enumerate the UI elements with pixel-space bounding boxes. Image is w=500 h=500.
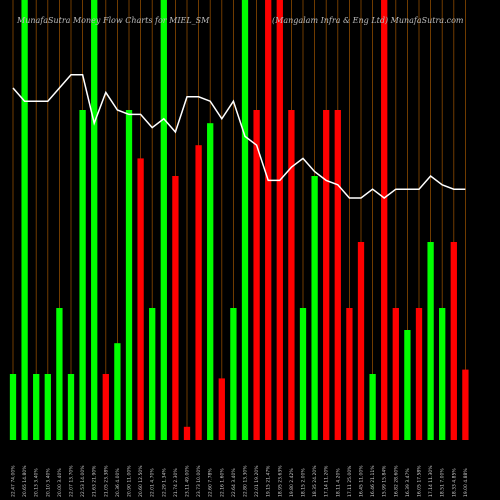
bar-red xyxy=(450,242,457,440)
bar-red xyxy=(346,308,353,440)
bar-red xyxy=(276,0,283,440)
bar-red xyxy=(357,242,365,440)
bar-green xyxy=(91,0,98,440)
bar-green xyxy=(207,123,214,440)
bar-red xyxy=(323,110,330,440)
bar-red xyxy=(218,378,225,440)
x-tick-label: 23.11 49.00% xyxy=(185,465,191,497)
bar-red xyxy=(102,374,109,440)
x-tick-label: 22.07 13.70% xyxy=(69,465,75,497)
bar-red xyxy=(392,308,399,440)
x-tick-label: 16.82 28.60% xyxy=(393,465,399,497)
bar-red xyxy=(381,0,388,440)
x-tick-label: 17.11 25.00% xyxy=(347,465,353,497)
x-tick-label: 22.60 7.78% xyxy=(208,468,214,497)
x-tick-label: 22.47 74.00% xyxy=(11,465,17,497)
x-tick-label: 22.53 14.00% xyxy=(80,465,86,497)
bar-red xyxy=(253,110,260,440)
bar-green xyxy=(67,374,75,440)
bar-red xyxy=(183,426,191,440)
x-tick-label: 22.16 1.60% xyxy=(219,468,225,497)
bar-green xyxy=(79,110,86,440)
x-tick-label: 18.11 4.20% xyxy=(335,468,341,497)
bar-green xyxy=(21,0,28,440)
bar-green xyxy=(9,374,17,440)
bar-green xyxy=(56,308,63,440)
x-tick-label: 21.63 21.90% xyxy=(92,465,98,497)
x-tick-label: 23.73 10.00% xyxy=(196,465,202,497)
x-tick-label: 18.35 24.20% xyxy=(312,465,318,497)
bar-green xyxy=(149,308,156,440)
bar-green xyxy=(427,242,434,440)
bar-green xyxy=(33,374,40,440)
x-tick-label: 20.10 3.40% xyxy=(45,468,51,497)
bar-green xyxy=(44,374,51,440)
x-tick-label: 19.15 21.47% xyxy=(266,465,272,497)
bar-green xyxy=(404,330,411,440)
bar-red xyxy=(462,369,469,440)
x-tick-label: 20.36 4.00% xyxy=(115,468,121,497)
x-tick-label: 16.39 3.47% xyxy=(405,468,411,497)
bar-series xyxy=(9,0,469,440)
bar-red xyxy=(265,0,272,440)
bar-green xyxy=(439,308,446,440)
x-tick-label: 19.00 4.88% xyxy=(463,468,469,497)
x-tick-label: 16.05 17.58% xyxy=(417,465,423,497)
x-tick-label: 22.01 19.20% xyxy=(254,465,260,497)
bar-green xyxy=(299,308,307,440)
bar-green xyxy=(230,308,237,440)
bar-green xyxy=(160,0,167,440)
x-tick-label: 16.45 11.00% xyxy=(359,465,365,497)
bar-red xyxy=(172,176,179,440)
x-tick-label: 21.05 23.38% xyxy=(103,465,109,497)
x-tick-label: 20.00 3.40% xyxy=(57,468,63,497)
bar-red xyxy=(195,145,202,440)
bar-green xyxy=(241,0,249,440)
x-tick-label: 22.64 3.40% xyxy=(231,468,237,497)
x-tick-label: 16.46 21.11% xyxy=(370,465,376,497)
bar-green xyxy=(369,374,376,440)
bar-green xyxy=(311,176,318,440)
x-tick-label: 18.95 23.63% xyxy=(277,465,283,497)
x-tick-label: 20.13 3.40% xyxy=(34,468,40,497)
x-tick-label: 20.90 11.00% xyxy=(127,465,133,497)
x-tick-label: 18.33 4.85% xyxy=(451,468,457,497)
x-tick-labels: 22.47 74.00% 20.65 14.80% 20.13 3.40% 20.10… xyxy=(11,465,469,497)
x-tick-label: 22.01 4.70% xyxy=(150,468,156,497)
x-tick-label: 19.80 2.42% xyxy=(289,468,295,497)
x-tick-label: 22.29 1.34% xyxy=(161,468,167,497)
x-tick-label: 17.14 11.30% xyxy=(428,465,434,497)
chart-title-right: (Mangalam Infra & Eng Ltd) MunafaSutra.c… xyxy=(272,16,464,25)
bar-red xyxy=(288,110,295,440)
x-tick-label: 18.51 7.00% xyxy=(440,468,446,497)
bar-red xyxy=(415,308,423,440)
bar-green xyxy=(125,110,133,440)
x-tick-label: 18.15 2.00% xyxy=(301,468,307,497)
bar-red xyxy=(334,110,341,440)
x-tick-label: 20.65 14.80% xyxy=(22,465,28,497)
bar-green xyxy=(114,343,121,440)
x-tick-label: 17.14 11.20% xyxy=(324,465,330,497)
x-tick-label: 20.60 12.50% xyxy=(138,465,144,497)
price-line xyxy=(12,74,466,199)
x-tick-label: 22.80 13.30% xyxy=(243,465,249,497)
chart-title-left: MunafaSutra Money Flow Charts for MIEL_S… xyxy=(16,16,210,25)
x-tick-label: 15.99 15.84% xyxy=(382,465,388,497)
x-tick-label: 21.74 2.30% xyxy=(173,468,179,497)
bar-red xyxy=(137,158,144,440)
